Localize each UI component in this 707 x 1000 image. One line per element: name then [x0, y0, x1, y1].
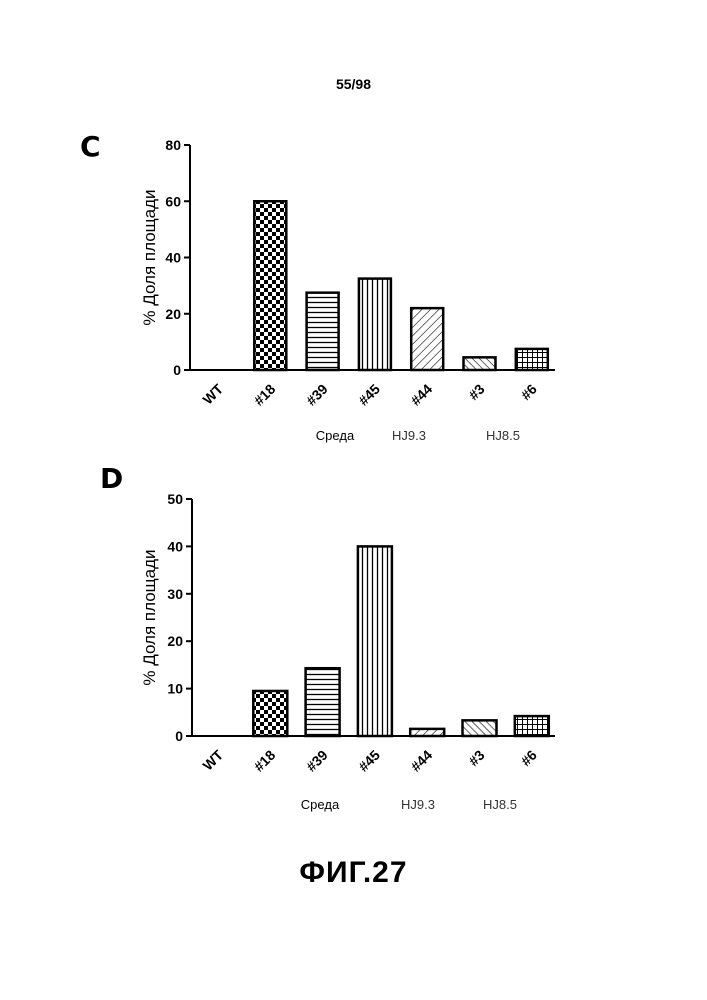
y-tick-label: 0: [173, 362, 181, 378]
bar-n6: [516, 349, 548, 370]
bar-n45: [358, 546, 392, 736]
x-tick-label: #45: [355, 381, 383, 409]
y-tick-label: 20: [165, 306, 181, 322]
group-label: Среда: [316, 428, 355, 443]
y-tick-label: 40: [165, 250, 181, 266]
bar-n18: [254, 201, 286, 370]
y-tick-label: 50: [167, 491, 183, 507]
bar-n44: [410, 729, 444, 736]
panel-d-chart: D 0 10 20 30 40 50 % Доля площади WT #18 #39 #45 #44…: [0, 462, 707, 832]
y-tick-label: 30: [167, 586, 183, 602]
group-label: HJ8.5: [486, 428, 520, 443]
bar-n44: [411, 308, 443, 370]
group-label: HJ8.5: [483, 797, 517, 812]
x-tick-label: WT: [199, 746, 226, 773]
y-tick-label: 80: [165, 137, 181, 153]
panel-c-chart: C 0 20 40 60 80 % Доля площади WT #18 #39 #45 #44 #3…: [0, 120, 707, 460]
figure-title: ФИГ.27: [0, 856, 707, 890]
bar-n39: [306, 668, 340, 736]
bar-n39: [307, 293, 339, 370]
bar-n3: [464, 357, 496, 370]
x-tick-label: #44: [407, 747, 435, 775]
x-tick-label: #18: [251, 381, 279, 409]
y-tick-label: 40: [167, 538, 183, 554]
y-tick-label: 10: [167, 681, 183, 697]
y-axis-label: % Доля площади: [140, 549, 159, 685]
x-tick-label: #44: [407, 381, 435, 409]
y-tick-label: 60: [165, 193, 181, 209]
x-tick-label: #3: [465, 747, 487, 769]
x-tick-label: #6: [518, 747, 540, 769]
x-tick-label: #39: [303, 381, 331, 409]
group-label: Среда: [301, 797, 340, 812]
y-tick-label: 20: [167, 633, 183, 649]
x-tick-label: #39: [303, 747, 331, 775]
bar-n18: [253, 691, 287, 736]
x-tick-label: #45: [355, 747, 383, 775]
x-tick-label: WT: [199, 380, 226, 407]
x-tick-label: #6: [518, 381, 540, 403]
x-tick-label: #3: [465, 381, 487, 403]
bar-n45: [359, 279, 391, 370]
page-number: 55/98: [0, 76, 707, 92]
bar-n3: [463, 720, 497, 736]
y-axis-label: % Доля площади: [140, 189, 159, 325]
bar-n6: [515, 716, 549, 736]
x-tick-label: #18: [251, 747, 279, 775]
group-label: HJ9.3: [392, 428, 426, 443]
panel-label: D: [100, 462, 123, 495]
panel-label: C: [80, 130, 101, 163]
group-label: HJ9.3: [401, 797, 435, 812]
y-tick-label: 0: [175, 728, 183, 744]
